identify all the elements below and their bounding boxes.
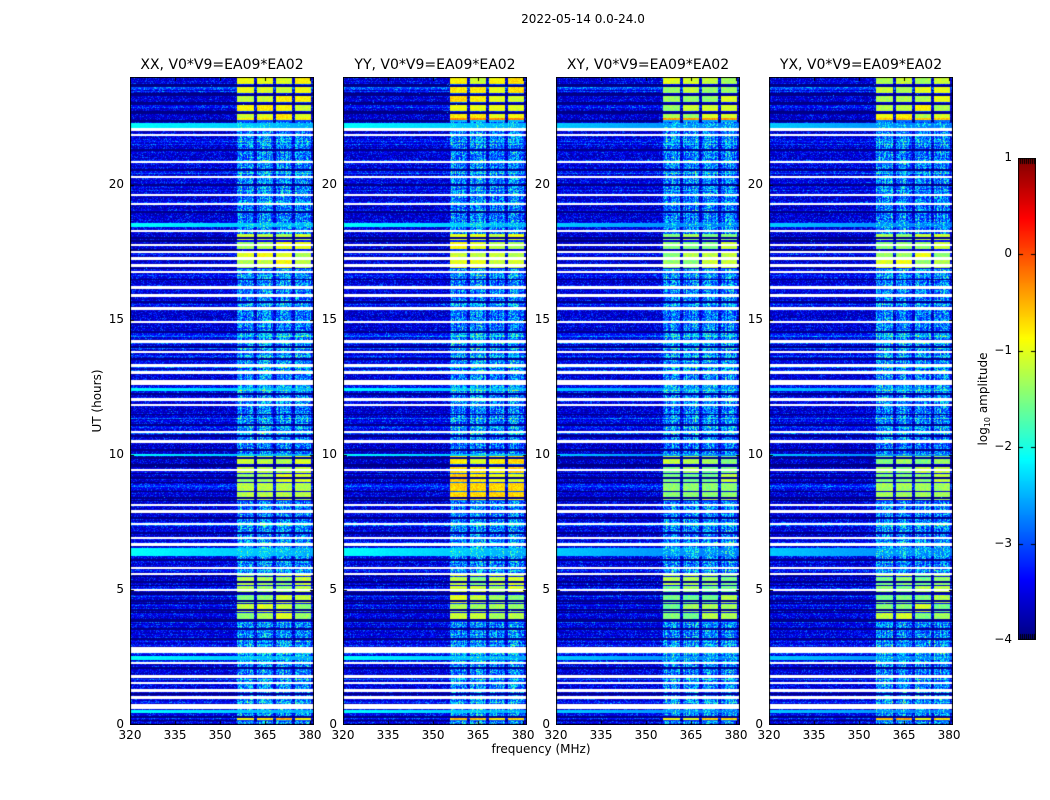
panel-title-xy: XY, V0*V9=EA09*EA02 (566, 57, 730, 73)
colorbar-axis-label: log10 amplitude (975, 352, 993, 446)
y-tick-label: 20 (747, 177, 763, 191)
x-tick-label: 350 (634, 728, 658, 742)
x-tick-label: 350 (421, 728, 445, 742)
x-tick-label: 380 (298, 728, 322, 742)
y-tick-label: 0 (329, 717, 337, 731)
colorbar-tick-label: −4 (994, 632, 1012, 646)
x-tick-label: 335 (376, 728, 400, 742)
y-tick-label: 15 (534, 312, 550, 326)
x-tick-label: 380 (724, 728, 748, 742)
colorbar (1018, 158, 1036, 640)
y-tick-label: 0 (755, 717, 763, 731)
figure-title: 2022-05-14 0.0-24.0 (521, 12, 645, 26)
y-tick-label: 20 (321, 177, 337, 191)
y-tick-label: 10 (108, 447, 124, 461)
x-tick-label: 350 (847, 728, 871, 742)
y-tick-label: 15 (321, 312, 337, 326)
y-tick-label: 15 (747, 312, 763, 326)
x-tick-label: 350 (208, 728, 232, 742)
x-tick-label: 320 (757, 728, 781, 742)
x-tick-label: 380 (511, 728, 535, 742)
x-tick-label: 335 (589, 728, 613, 742)
x-tick-label: 380 (937, 728, 961, 742)
x-axis-label: frequency (MHz) (491, 742, 591, 756)
heatmap-canvas-yx (769, 77, 953, 725)
colorbar-tick-label: −3 (994, 535, 1012, 550)
x-tick-label: 365 (466, 728, 490, 742)
colorbar-tick-label: 1 (1004, 150, 1012, 164)
y-tick-label: 5 (116, 582, 124, 596)
colorbar-tick-label: 0 (1004, 246, 1012, 261)
y-tick-label: 5 (755, 582, 763, 596)
y-tick-label: 10 (747, 447, 763, 461)
panel-xx: XX, V0*V9=EA09*EA02 (130, 57, 314, 725)
heatmap-canvas-yy (343, 77, 527, 725)
panel-title-yy: YY, V0*V9=EA09*EA02 (354, 57, 516, 73)
panel-yx: YX, V0*V9=EA09*EA02 (769, 57, 953, 725)
y-tick-label: 0 (542, 717, 550, 731)
x-tick-label: 365 (679, 728, 703, 742)
x-tick-label: 320 (118, 728, 142, 742)
colorbar-tick-label: −1 (994, 342, 1012, 357)
panel-title-yx: YX, V0*V9=EA09*EA02 (779, 57, 943, 73)
y-tick-label: 5 (542, 582, 550, 596)
y-tick-label: 5 (329, 582, 337, 596)
y-tick-label: 10 (321, 447, 337, 461)
panel-title-xx: XX, V0*V9=EA09*EA02 (140, 57, 304, 73)
x-tick-label: 335 (802, 728, 826, 742)
y-tick-label: 0 (116, 717, 124, 731)
y-tick-label: 20 (108, 177, 124, 191)
panel-yy: YY, V0*V9=EA09*EA02 (343, 57, 527, 725)
y-tick-label: 15 (108, 312, 124, 326)
heatmap-canvas-xy (556, 77, 740, 725)
x-tick-label: 365 (253, 728, 277, 742)
heatmap-canvas-xx (130, 77, 314, 725)
x-tick-label: 365 (892, 728, 916, 742)
y-tick-label: 20 (534, 177, 550, 191)
x-tick-label: 320 (544, 728, 568, 742)
colorbar-tick-label: −2 (994, 439, 1012, 454)
y-tick-label: 10 (534, 447, 550, 461)
x-tick-label: 320 (331, 728, 355, 742)
x-tick-label: 335 (163, 728, 187, 742)
y-axis-label: UT (hours) (90, 369, 104, 433)
panel-xy: XY, V0*V9=EA09*EA02 (556, 57, 740, 725)
